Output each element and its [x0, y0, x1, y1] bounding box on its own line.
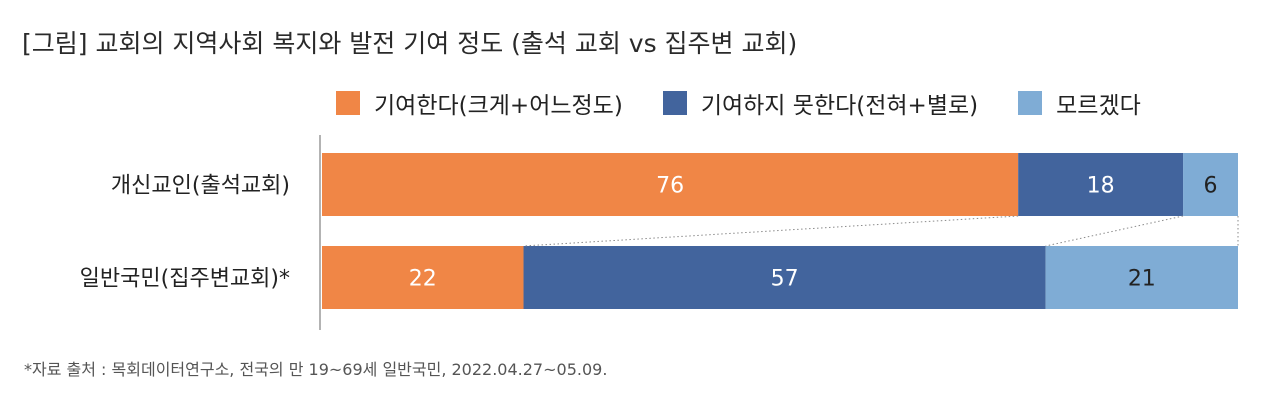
chart-title: [그림] 교회의 지역사회 복지와 발전 기여 정도 (출석 교회 vs 집주변…	[22, 29, 798, 58]
data-label-not-contribute-row-1: 18	[1087, 174, 1115, 199]
legend-label-not-contribute: 기여하지 못한다(전혀+별로)	[700, 93, 979, 119]
data-label-dont-know-row-1: 6	[1204, 174, 1218, 199]
data-label-contribute-row-2: 22	[409, 267, 437, 292]
legend-swatch-dont-know	[1018, 91, 1043, 115]
data-label-contribute-row-1: 76	[656, 174, 684, 199]
data-label-dont-know-row-2: 21	[1128, 267, 1156, 292]
bar-dont-know-row-2	[1045, 246, 1238, 309]
legend-item-dont-know: 모르겠다	[1018, 86, 1141, 120]
bar-not-contribute-row-2	[523, 246, 1046, 309]
connector-line-2	[1045, 215, 1184, 247]
bar-dont-know-row-1	[1183, 153, 1238, 216]
bar-contribute-row-1	[322, 153, 1019, 216]
legend-swatch-not-contribute	[662, 91, 687, 115]
category-label-row-2: 일반국민(집주변교회)*	[80, 267, 290, 292]
category-label-row-1: 개신교인(출석교회)	[111, 174, 290, 199]
legend-item-contribute: 기여한다(크게+어느정도)	[336, 86, 623, 120]
legend-label-contribute: 기여한다(크게+어느정도)	[374, 93, 623, 119]
legend-swatch-contribute	[336, 91, 360, 115]
source-note: *자료 출처 : 목회데이터연구소, 전국의 만 19~69세 일반국민, 20…	[24, 360, 608, 379]
bar-not-contribute-row-1	[1018, 153, 1184, 216]
legend: 기여한다(크게+어느정도) 기여하지 못한다(전혀+별로) 모르겠다	[336, 86, 1141, 120]
connector-line-1	[523, 215, 1019, 247]
legend-label-dont-know: 모르겠다	[1056, 93, 1141, 119]
bar-contribute-row-2	[322, 246, 524, 309]
legend-item-not-contribute: 기여하지 못한다(전혀+별로)	[662, 86, 979, 120]
data-label-not-contribute-row-2: 57	[771, 267, 799, 292]
